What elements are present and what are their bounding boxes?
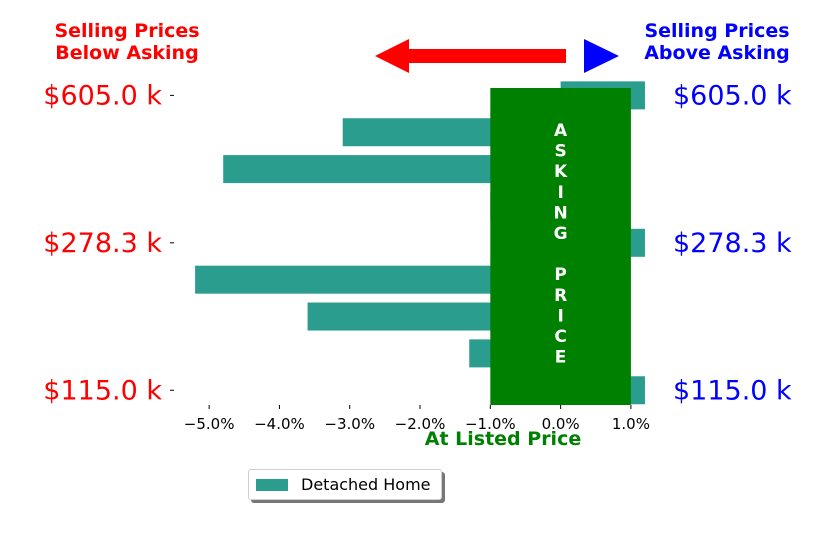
x-axis-title: At Listed Price (425, 428, 581, 450)
band-letter: A (554, 121, 568, 141)
band-letter: S (554, 142, 566, 162)
band-letter: P (554, 265, 566, 285)
asking-price-band (490, 88, 631, 405)
x-tick-label: −3.0% (324, 415, 375, 433)
band-letter: E (555, 348, 567, 368)
y-tick-label-right: $605.0 k (673, 80, 792, 111)
x-tick-label: −5.0% (184, 415, 235, 433)
band-letter: I (557, 183, 563, 203)
x-tick-label: −1.0% (465, 415, 516, 433)
y-tick-label-left: $278.3 k (43, 228, 162, 259)
header-above-asking: Selling Prices Above Asking (644, 20, 790, 64)
left-arrow-icon (375, 39, 566, 73)
legend-swatch (256, 479, 288, 491)
band-letter: K (554, 162, 568, 182)
y-tick-label-left: $605.0 k (43, 80, 162, 111)
y-tick-label-right: $278.3 k (673, 228, 792, 259)
right-triangle-icon (584, 39, 619, 73)
legend-label: Detached Home (301, 475, 431, 494)
legend: Detached Home (248, 469, 442, 500)
x-tick-label: 0.0% (542, 415, 580, 433)
y-tick-label-left: $115.0 k (43, 375, 162, 406)
band-letter: N (554, 203, 568, 223)
band-letter: C (554, 327, 566, 347)
band-letter: G (554, 224, 568, 244)
header-below-asking: Selling Prices Below Asking (54, 20, 200, 64)
band-letter: R (554, 286, 567, 306)
x-tick-label: −2.0% (395, 415, 446, 433)
band-letter: I (557, 306, 563, 326)
y-tick-label-right: $115.0 k (673, 375, 792, 406)
x-tick-label: −4.0% (254, 415, 305, 433)
x-tick-label: 1.0% (612, 415, 650, 433)
axes-layer: −5.0% −4.0% −3.0% −2.0% −1.0% 0.0% 1.0% At List… (43, 80, 792, 450)
